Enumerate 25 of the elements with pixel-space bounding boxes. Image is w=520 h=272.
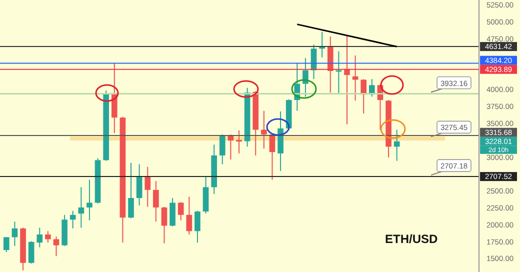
candlestick bbox=[360, 78, 367, 114]
candlestick bbox=[144, 166, 151, 208]
candlestick bbox=[12, 221, 18, 246]
candlestick bbox=[3, 236, 10, 253]
text: ETH/USD bbox=[385, 232, 438, 246]
candlestick bbox=[194, 210, 200, 244]
candlestick bbox=[36, 227, 43, 248]
candlestick bbox=[128, 162, 134, 219]
candlestick bbox=[28, 240, 34, 264]
candlestick bbox=[302, 58, 308, 98]
candlestick bbox=[170, 198, 176, 227]
candlestick bbox=[261, 110, 267, 150]
candlestick bbox=[70, 210, 76, 229]
candlestick bbox=[86, 179, 92, 221]
candlestick bbox=[153, 180, 159, 222]
candlestick bbox=[136, 164, 142, 206]
candlestick bbox=[186, 196, 192, 235]
candlestick bbox=[236, 130, 242, 154]
candlestick bbox=[178, 202, 184, 221]
candlestick bbox=[111, 62, 118, 134]
candlestick bbox=[161, 206, 168, 244]
candlestick bbox=[78, 186, 84, 228]
candlestick bbox=[45, 230, 51, 244]
candlestick bbox=[219, 134, 226, 165]
candlestick bbox=[53, 236, 60, 257]
